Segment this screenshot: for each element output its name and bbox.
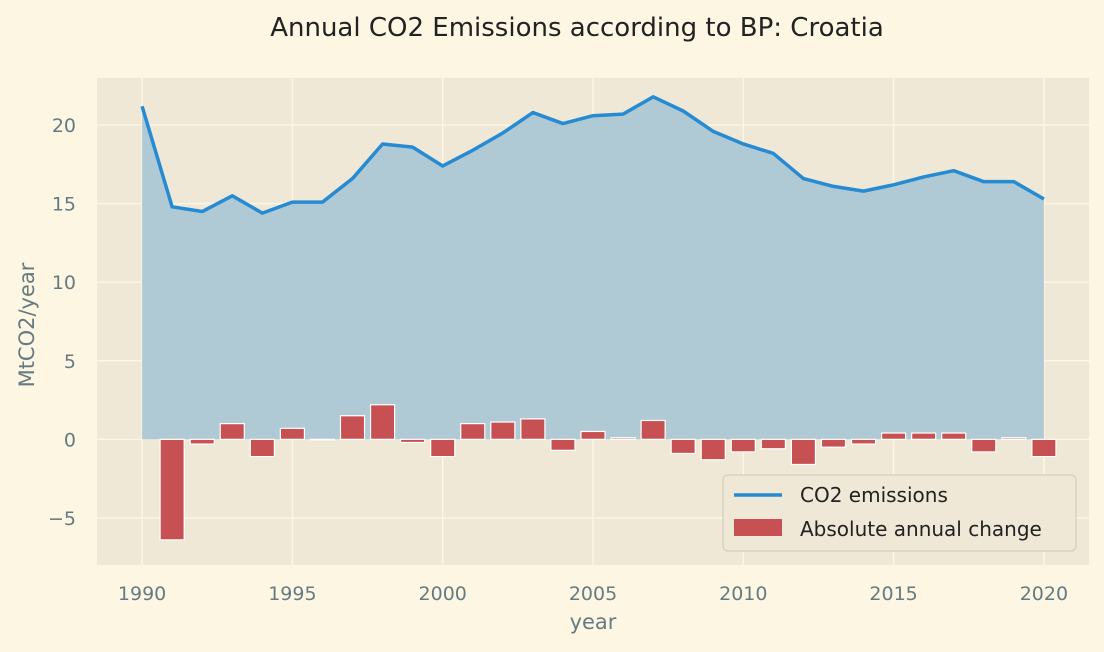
y-tick-label: 20	[52, 115, 76, 137]
bar	[1031, 438, 1057, 458]
bar	[219, 423, 245, 440]
x-axis-label: year	[570, 610, 617, 634]
y-ticks: −5 0 5 10 15 20	[48, 115, 76, 530]
x-tick-label: 1995	[268, 583, 316, 605]
y-axis-label: MtCO2/year	[15, 262, 39, 387]
bar	[730, 438, 756, 453]
x-tick-label: 2010	[719, 583, 767, 605]
bar	[820, 438, 847, 448]
bar	[580, 430, 606, 440]
bar	[1001, 437, 1027, 440]
bar	[610, 437, 636, 440]
bar	[400, 438, 426, 444]
x-tick-label: 2000	[419, 583, 467, 605]
bar	[640, 419, 666, 440]
bar	[249, 438, 275, 458]
y-tick-label: 0	[64, 429, 76, 451]
bar	[790, 438, 817, 466]
y-tick-label: −5	[48, 508, 76, 530]
bar	[490, 421, 516, 440]
line-series	[140, 95, 1045, 215]
bar	[880, 432, 907, 440]
bar	[159, 438, 185, 541]
bar	[309, 438, 336, 441]
bar	[339, 415, 366, 440]
bar	[279, 427, 306, 440]
bar	[189, 438, 215, 445]
y-tick-label: 15	[52, 194, 76, 216]
legend-label-co2: CO2 emissions	[800, 483, 948, 507]
bar	[430, 438, 456, 458]
bar	[369, 404, 396, 440]
x-ticks: 1990 1995 2000 2005 2010 2015 2020	[118, 583, 1068, 605]
x-tick-label: 2020	[1020, 583, 1068, 605]
bar	[850, 438, 877, 445]
bar	[971, 438, 997, 453]
bar	[460, 423, 486, 440]
x-tick-label: 1990	[118, 583, 166, 605]
bar	[760, 438, 786, 450]
bar	[700, 438, 726, 461]
bar	[550, 438, 576, 451]
legend-bar-swatch	[734, 519, 782, 536]
legend: CO2 emissions Absolute annual change	[722, 474, 1077, 552]
y-tick-label: 10	[52, 272, 76, 294]
bar-series	[159, 404, 1057, 541]
y-tick-label: 5	[64, 351, 76, 373]
bar	[941, 432, 967, 440]
legend-box	[722, 474, 1077, 552]
x-tick-label: 2005	[569, 583, 617, 605]
bar	[520, 418, 546, 440]
chart-title: Annual CO2 Emissions according to BP: Cr…	[270, 13, 884, 43]
bar	[670, 438, 696, 455]
bar	[911, 432, 937, 440]
legend-label-change: Absolute annual change	[800, 517, 1042, 541]
x-tick-label: 2015	[869, 583, 917, 605]
